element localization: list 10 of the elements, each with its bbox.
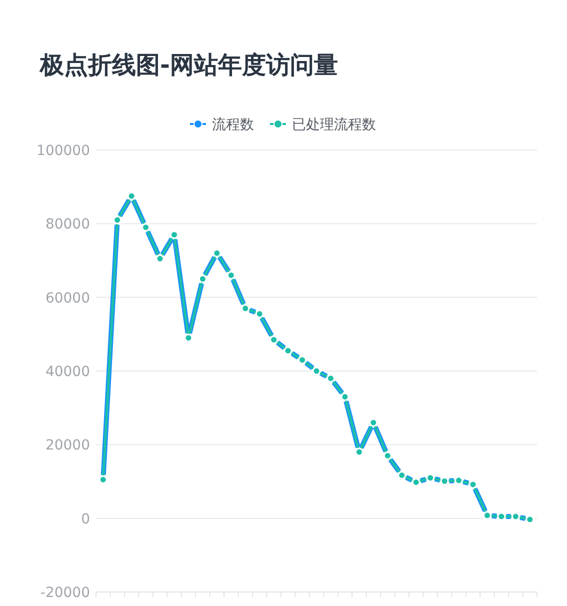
y-tick-label: 80000 [45, 216, 90, 233]
chart-title: 极点折线图-网站年度访问量 [39, 51, 338, 79]
y-tick-label: 0 [81, 511, 90, 528]
legend-label: 流程数 [212, 117, 254, 133]
y-tick-label: -20000 [40, 585, 90, 601]
y-tick-label: 40000 [45, 364, 90, 380]
legend-label: 已处理流程数 [292, 117, 376, 133]
y-tick-label: 100000 [36, 143, 90, 159]
y-tick-label: 20000 [45, 438, 90, 454]
y-tick-label: 60000 [45, 290, 90, 306]
